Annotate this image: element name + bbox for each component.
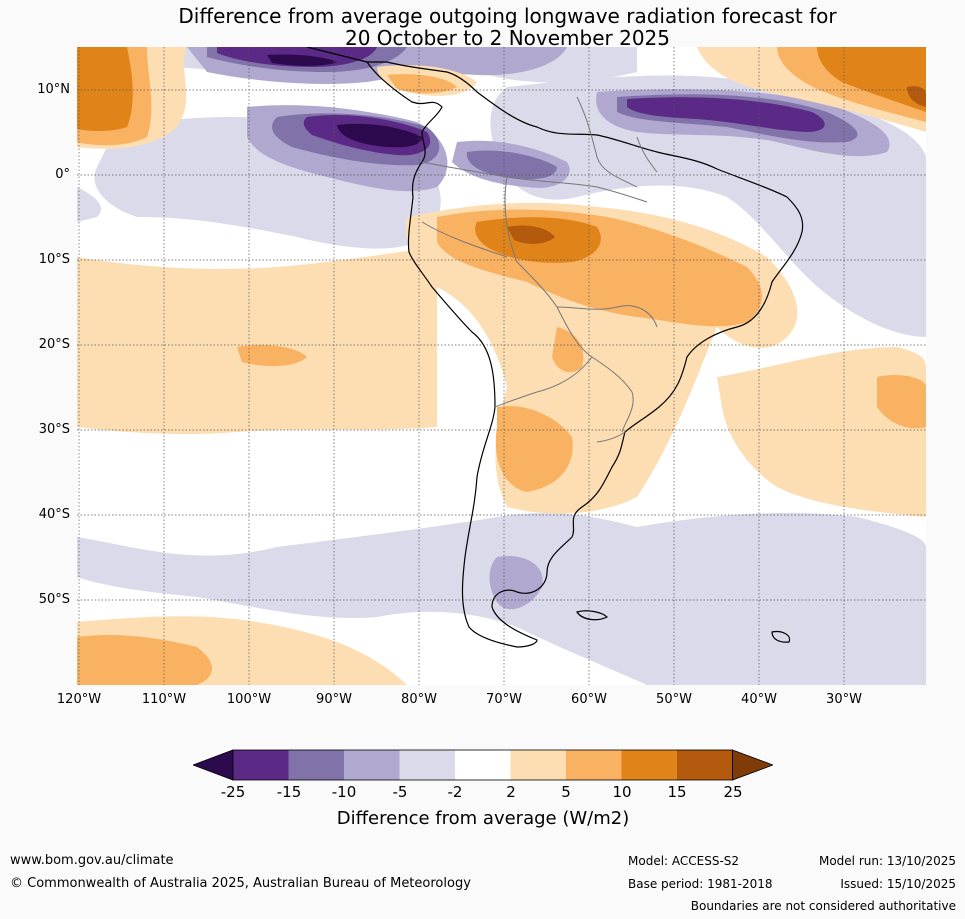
colorbar-tick-neg15: -15	[276, 783, 302, 801]
footer-base-period: Base period: 1981-2018	[628, 877, 773, 891]
colorbar-tick-neg25: -25	[220, 783, 246, 801]
anomaly-region-darkest-purple	[267, 54, 422, 148]
colorbar-tick-25: 25	[723, 783, 743, 801]
colorbar-bin-3	[344, 750, 400, 780]
colorbar	[193, 749, 773, 781]
colorbar-bin-5	[455, 750, 511, 780]
colorbar-bin-8	[621, 750, 677, 780]
lat-label-10n: 10°N	[37, 82, 70, 97]
colorbar-bin-9	[677, 750, 733, 780]
lon-label-110w: 110°W	[141, 692, 187, 707]
colorbar-tick-15: 15	[667, 783, 687, 801]
graticule	[77, 47, 926, 685]
colorbar-tick-neg5: -5	[392, 783, 408, 801]
lat-label-40s: 40°S	[38, 507, 70, 522]
country-borders	[421, 96, 658, 443]
lat-label-10s: 10°S	[38, 252, 70, 267]
colorbar-title: Difference from average (W/m2)	[336, 808, 630, 829]
footer-copyright: © Commonwealth of Australia 2025, Austra…	[10, 876, 471, 891]
lon-label-120w: 120°W	[56, 692, 102, 707]
colorbar-arrow-low	[193, 749, 234, 781]
colorbar-tick-2: 2	[506, 783, 516, 801]
colorbar-bin-4	[399, 750, 455, 780]
map-canvas	[77, 47, 926, 685]
title-line-2: 20 October to 2 November 2025	[344, 26, 671, 50]
title-line-1: Difference from average outgoing longwav…	[178, 4, 837, 28]
lon-label-50w: 50°W	[656, 692, 692, 707]
colorbar-tick-neg2: -2	[447, 783, 463, 801]
colorbar-bin-6	[510, 750, 566, 780]
colorbar-tick-10: 10	[612, 783, 632, 801]
lat-label-0: 0°	[55, 167, 70, 182]
anomaly-region-dark-orange	[507, 86, 926, 244]
footer-website: www.bom.gov.au/climate	[10, 853, 174, 868]
colorbar-bin-2	[288, 750, 344, 780]
colorbar-tick-neg10: -10	[331, 783, 357, 801]
footer-model: Model: ACCESS-S2	[628, 854, 740, 868]
colorbar-bin-1	[233, 750, 289, 780]
olr-anomaly-map	[77, 47, 926, 685]
lon-label-100w: 100°W	[226, 692, 272, 707]
lat-label-50s: 50°S	[38, 592, 70, 607]
lon-label-40w: 40°W	[741, 692, 777, 707]
colorbar-tick-5: 5	[561, 783, 571, 801]
lon-label-90w: 90°W	[316, 692, 352, 707]
colorbar-arrow-high	[732, 749, 773, 781]
coastline-south-america	[306, 47, 804, 648]
colorbar-bin-7	[566, 750, 622, 780]
lon-label-30w: 30°W	[826, 692, 862, 707]
footer-model-run: Model run: 13/10/2025	[818, 854, 956, 868]
footer-disclaimer: Boundaries are not considered authoritat…	[690, 899, 956, 913]
lon-label-80w: 80°W	[401, 692, 437, 707]
lon-label-60w: 60°W	[571, 692, 607, 707]
footer-issued: Issued: 15/10/2025	[840, 877, 956, 891]
lat-label-30s: 30°S	[38, 422, 70, 437]
lat-label-20s: 20°S	[38, 337, 70, 352]
lon-label-70w: 70°W	[486, 692, 522, 707]
